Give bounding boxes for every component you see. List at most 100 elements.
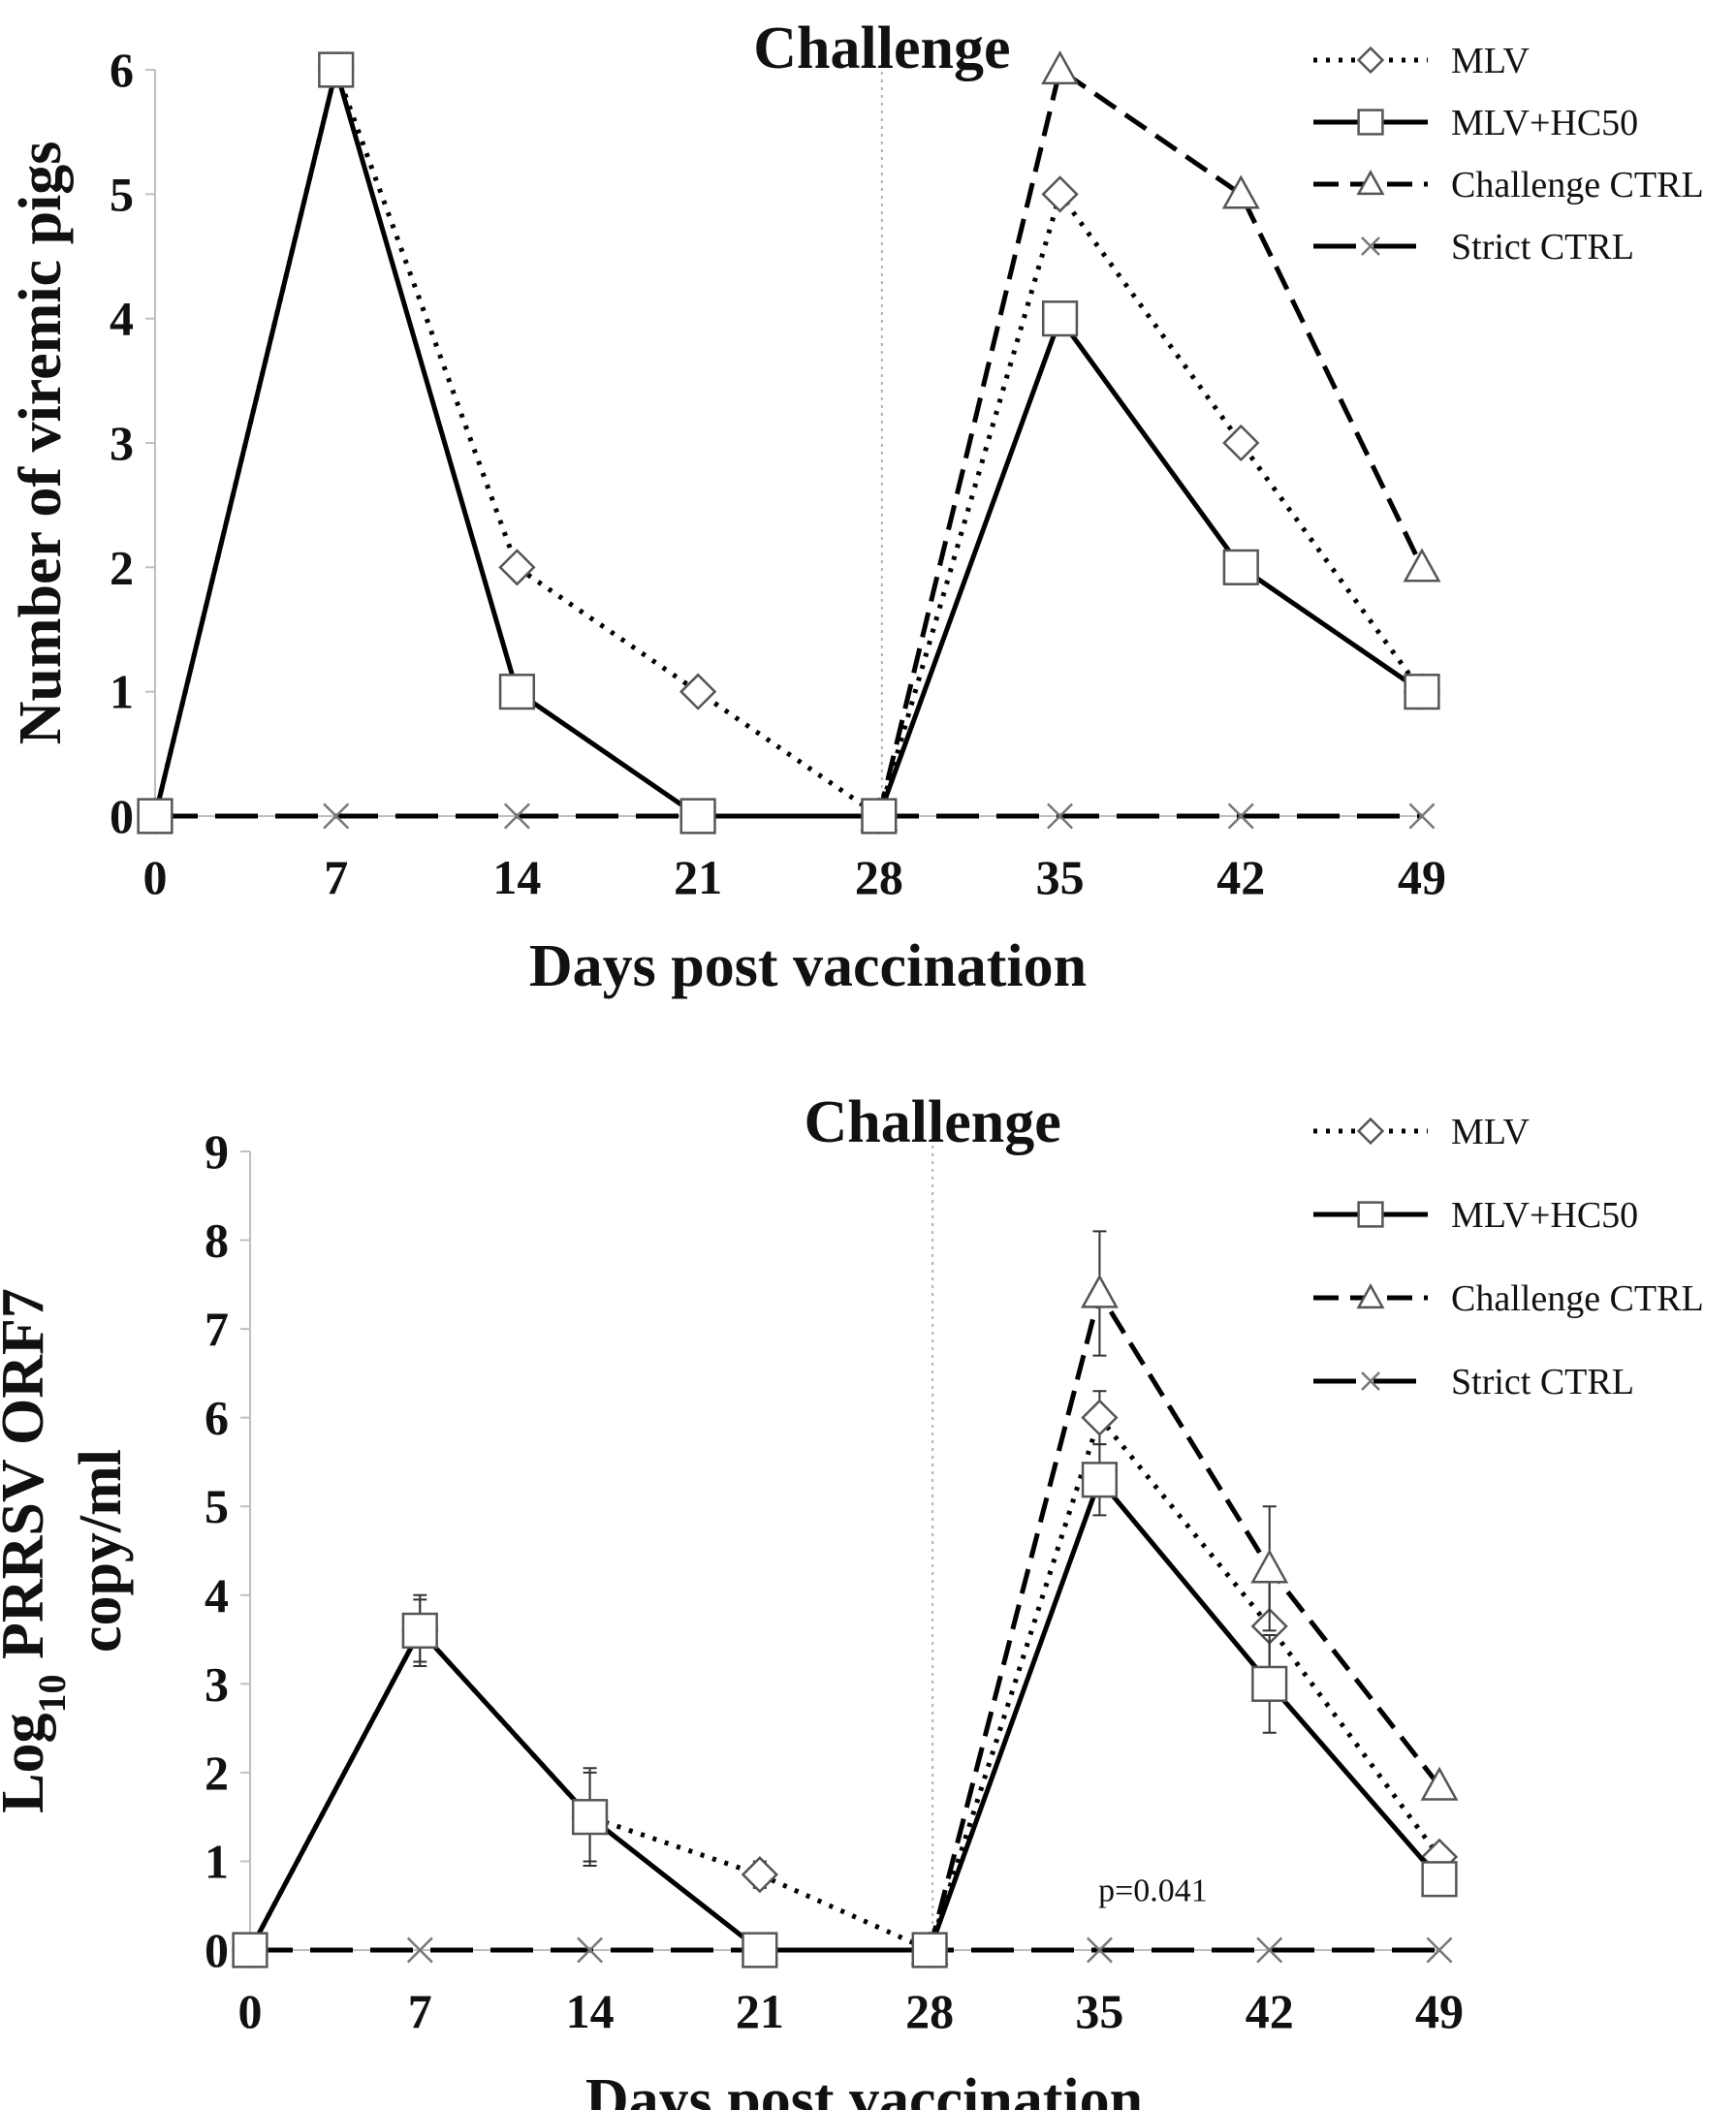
x-tick-label: 35 bbox=[1075, 1984, 1123, 2038]
y-axis-title-line2: copy/ml bbox=[68, 1449, 134, 1653]
legend-label-mlv: MLV bbox=[1451, 1112, 1531, 1152]
legend-label-strict-ctrl: Strict CTRL bbox=[1451, 227, 1634, 268]
series-mlv bbox=[136, 50, 1441, 835]
x-tick-label: 14 bbox=[566, 1984, 615, 2038]
chart-viremic-pigs: 0 1 2 3 4 5 6 0 7 14 21 28 35 42 49 Days post vaccinati… bbox=[8, 16, 1704, 999]
x-tick-label: 0 bbox=[238, 1984, 263, 2038]
series-line-challenge-ctrl bbox=[927, 1287, 1441, 1951]
data-point bbox=[911, 1932, 948, 1968]
data-point bbox=[1403, 548, 1441, 583]
y-axis-title-subscript: 10 bbox=[30, 1675, 74, 1714]
y-axis-title-log: Log bbox=[0, 1714, 56, 1813]
data-point bbox=[1426, 1937, 1453, 1964]
data-point bbox=[1227, 803, 1254, 830]
legend-marker-challenge-ctrl bbox=[1356, 170, 1385, 196]
y-tick-label: 9 bbox=[205, 1124, 229, 1179]
y-axis-title-line1: Log10 PRRSV ORF7 bbox=[0, 1288, 74, 1813]
legend-marker-mlv-hc50 bbox=[1357, 109, 1384, 136]
x-tick-label: 7 bbox=[408, 1984, 432, 2038]
series-mlv-hc50 bbox=[137, 51, 1440, 835]
chart-prrsv-copies: 0 1 2 3 4 5 6 7 8 9 0 7 14 21 28 35 42 49 Days post vaccin… bbox=[0, 1089, 1704, 2110]
x-tick-label: 21 bbox=[736, 1984, 784, 2038]
data-point bbox=[861, 798, 898, 835]
y-tick-label: 6 bbox=[110, 43, 134, 97]
x-tick-label: 0 bbox=[143, 850, 168, 904]
x-tick-label: 28 bbox=[905, 1984, 954, 2038]
data-point bbox=[742, 1932, 778, 1968]
y-tick-label: 1 bbox=[205, 1834, 229, 1888]
y-tick-label: 8 bbox=[205, 1213, 229, 1268]
legend-label-mlv: MLV bbox=[1451, 41, 1531, 81]
y-tick-label: 7 bbox=[205, 1302, 229, 1356]
data-point bbox=[1250, 1549, 1289, 1584]
data-point bbox=[323, 803, 350, 830]
legend: MLV MLV+HC50 Challenge CTRL Strict CTRL bbox=[1313, 41, 1704, 268]
y-axis-title-rest: PRRSV ORF7 bbox=[0, 1288, 56, 1674]
data-point bbox=[1041, 50, 1080, 85]
data-point bbox=[1086, 1937, 1113, 1964]
y-tick-label: 2 bbox=[205, 1746, 229, 1800]
legend-marker-strict-ctrl bbox=[1361, 236, 1380, 256]
x-tick-label: 35 bbox=[1036, 850, 1085, 904]
data-point bbox=[1408, 803, 1436, 830]
series-challenge-ctrl bbox=[910, 1230, 1459, 1966]
data-point bbox=[679, 798, 716, 835]
x-tick-label: 49 bbox=[1415, 1984, 1464, 2038]
y-tick-label: 3 bbox=[110, 416, 134, 470]
data-point bbox=[1081, 1399, 1119, 1436]
legend-label-strict-ctrl: Strict CTRL bbox=[1451, 1362, 1634, 1402]
x-tick-label: 7 bbox=[324, 850, 348, 904]
series-line-mlv-hc50 bbox=[247, 1474, 1441, 1953]
x-tick-label: 28 bbox=[855, 850, 903, 904]
series-line-challenge-ctrl bbox=[876, 65, 1425, 817]
series-mlv-hc50 bbox=[232, 1443, 1458, 1968]
data-point bbox=[1256, 1937, 1283, 1964]
x-tick-label: 42 bbox=[1216, 850, 1265, 904]
data-point bbox=[577, 1937, 604, 1964]
y-tick-label: 4 bbox=[205, 1568, 229, 1622]
data-point bbox=[1251, 1665, 1288, 1702]
data-point bbox=[1041, 175, 1079, 213]
y-tick-label: 0 bbox=[110, 789, 134, 843]
data-point bbox=[1221, 174, 1260, 209]
y-axis-title: Number of viremic pigs bbox=[8, 142, 74, 745]
y-tick-label: 5 bbox=[110, 167, 134, 221]
data-point bbox=[318, 51, 355, 88]
x-axis-title: Days post vaccination bbox=[585, 2067, 1143, 2110]
y-tick-label: 3 bbox=[205, 1656, 229, 1711]
data-point bbox=[232, 1932, 268, 1968]
series-line-mlv-hc50 bbox=[152, 60, 1424, 819]
challenge-label: Challenge bbox=[753, 16, 1010, 81]
data-point bbox=[401, 1612, 438, 1650]
data-point bbox=[1041, 300, 1079, 337]
data-point bbox=[679, 673, 717, 710]
legend-marker-challenge-ctrl bbox=[1356, 1283, 1385, 1309]
data-point bbox=[1222, 549, 1259, 585]
x-tick-label: 42 bbox=[1246, 1984, 1294, 2038]
data-point bbox=[1222, 424, 1260, 462]
y-tick-label: 0 bbox=[205, 1923, 229, 1977]
x-tick-label: 49 bbox=[1398, 850, 1446, 904]
legend: MLV MLV+HC50 Challenge CTRL Strict CTRL bbox=[1313, 1112, 1704, 1402]
series-line-mlv bbox=[152, 61, 1425, 821]
y-tick-label: 5 bbox=[205, 1479, 229, 1533]
x-tick-label: 14 bbox=[492, 850, 541, 904]
data-point bbox=[406, 1937, 433, 1964]
data-point bbox=[1404, 674, 1440, 710]
p-value-label: p=0.041 bbox=[1098, 1874, 1208, 1909]
y-tick-label: 1 bbox=[110, 665, 134, 719]
y-tick-label: 2 bbox=[110, 540, 134, 594]
legend-marker-mlv bbox=[1356, 46, 1385, 75]
y-tick-label: 4 bbox=[110, 292, 134, 346]
x-axis-title: Days post vaccination bbox=[529, 933, 1087, 999]
legend-label-mlv-hc50: MLV+HC50 bbox=[1451, 103, 1638, 143]
data-point bbox=[1081, 1462, 1119, 1498]
data-point bbox=[1047, 803, 1074, 830]
legend-label-challenge-ctrl: Challenge CTRL bbox=[1451, 165, 1704, 205]
data-point bbox=[498, 674, 536, 710]
data-point bbox=[1080, 1274, 1119, 1308]
challenge-label: Challenge bbox=[805, 1089, 1061, 1155]
data-point bbox=[137, 798, 174, 835]
data-point bbox=[498, 549, 536, 586]
